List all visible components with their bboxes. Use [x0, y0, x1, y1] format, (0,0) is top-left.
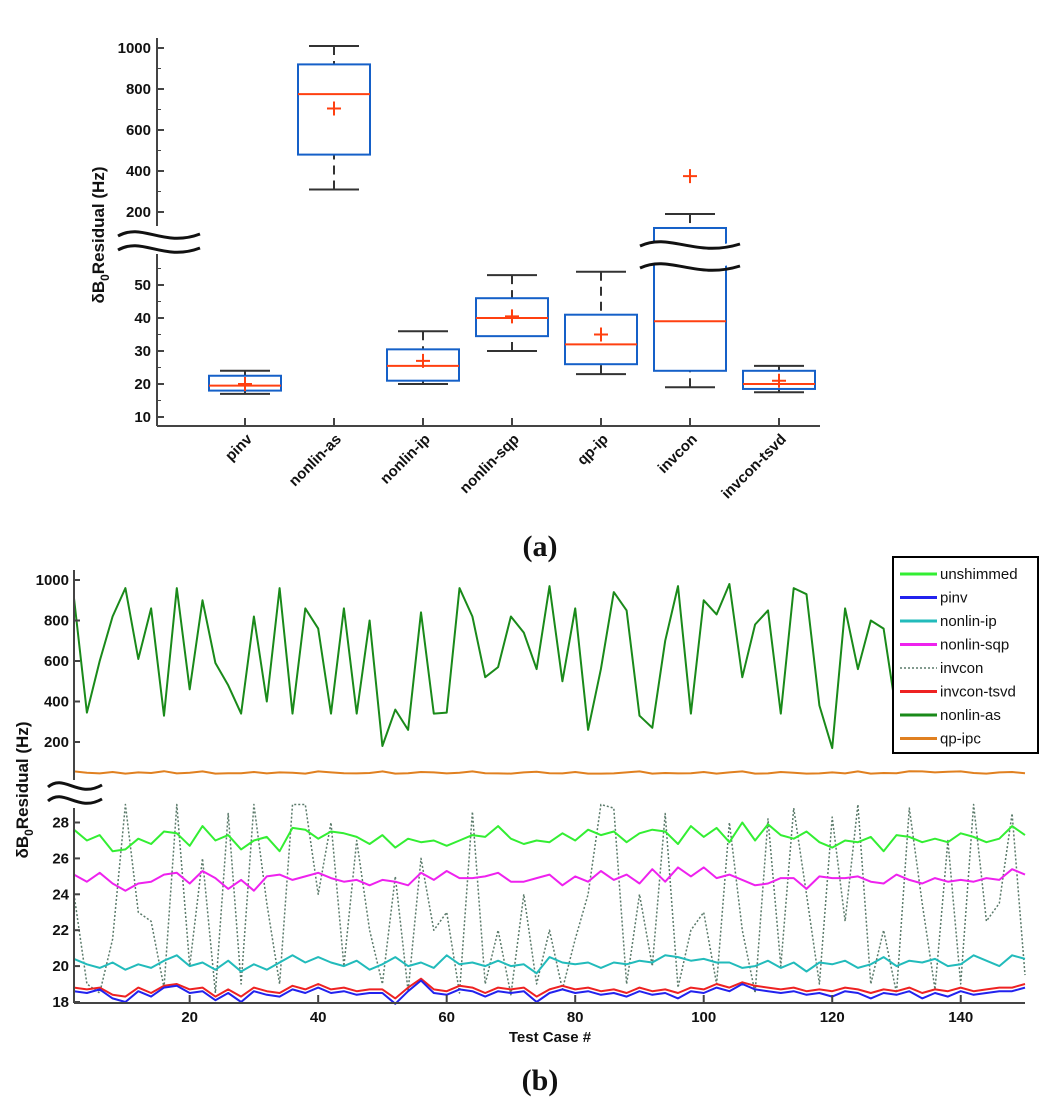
- series-line-unshimmed: [73, 821, 1026, 853]
- x-tick-label: 20: [181, 1009, 198, 1026]
- box-invcon: [639, 169, 741, 389]
- axis-break-symbol: [117, 244, 201, 254]
- axis-break-symbol: [117, 230, 201, 240]
- legend-label: qp-ipc: [940, 731, 981, 748]
- y-tick-label: 18: [52, 994, 69, 1011]
- x-tick-label: invcon-tsvd: [718, 431, 790, 503]
- y-tick-label: 40: [134, 310, 151, 327]
- x-tick-label: 100: [691, 1009, 716, 1026]
- legend-item-qp-ipc: qp-ipc: [900, 731, 981, 748]
- box-invcon-tsvd: [742, 364, 816, 394]
- mean-marker: [416, 353, 430, 368]
- x-tick-label: nonlin-ip: [377, 431, 434, 488]
- panel-b-label: (b): [522, 1064, 559, 1097]
- box-nonlin-sqp: [475, 274, 549, 352]
- panel-a-label: (a): [523, 530, 558, 563]
- x-tick-label: invcon: [655, 431, 701, 477]
- mean-marker: [683, 169, 697, 184]
- y-label-suffix: Residual (Hz): [89, 167, 108, 275]
- y-axis-label: δB0Residual (Hz): [13, 722, 36, 859]
- axis-break-symbol: [47, 795, 103, 805]
- y-tick-label: 600: [126, 122, 151, 139]
- legend-box: [892, 556, 1039, 754]
- y-tick-label: 30: [134, 343, 151, 360]
- x-tick-label: 140: [948, 1009, 973, 1026]
- x-tick-label: 120: [820, 1009, 845, 1026]
- series-line-nonlin-sqp: [73, 866, 1026, 892]
- series-line-invcon: [73, 803, 1026, 996]
- legend-label: pinv: [940, 590, 968, 607]
- legend-label: unshimmed: [940, 566, 1018, 583]
- mean-marker: [505, 309, 519, 324]
- y-tick-label: 1000: [118, 40, 151, 57]
- x-tick-label: pinv: [222, 430, 256, 464]
- y-tick-label: 600: [44, 653, 69, 670]
- series-line-nonlin-as: [73, 583, 1026, 750]
- legend-label: nonlin-sqp: [940, 637, 1009, 654]
- legend-item-nonlin-ip: nonlin-ip: [900, 613, 997, 630]
- legend: unshimmed pinv nonlin-ip nonlin-sqp invcon in…: [892, 556, 1039, 754]
- axis-break-symbol: [47, 781, 103, 791]
- line-plot-panel-b: 200 400 600 800 1000 18 20 22 24 26 28 20 40 60 80 100 1…: [13, 556, 1039, 1046]
- x-tick-label: qp-ip: [574, 431, 612, 469]
- y-tick-label: 20: [52, 958, 69, 975]
- mean-marker: [238, 377, 252, 391]
- y-tick-label: 50: [134, 277, 151, 294]
- x-tick-label: 60: [438, 1009, 455, 1026]
- x-tick-label: nonlin-as: [286, 431, 345, 490]
- y-tick-label: 28: [52, 815, 69, 832]
- y-label-suffix: Residual (Hz): [13, 722, 32, 830]
- legend-label: invcon: [940, 660, 983, 677]
- mean-marker: [772, 373, 786, 388]
- legend-item-nonlin-sqp: nonlin-sqp: [900, 637, 1009, 654]
- y-label-prefix: δB: [89, 281, 108, 304]
- y-label-prefix: δB: [13, 836, 32, 859]
- legend-item-unshimmed: unshimmed: [900, 566, 1018, 583]
- y-label-sub: 0: [22, 829, 36, 836]
- y-tick-label: 400: [126, 163, 151, 180]
- y-tick-label: 22: [52, 922, 69, 939]
- y-tick-label: 24: [52, 886, 69, 903]
- series-line-pinv: [73, 979, 1026, 1005]
- y-tick-label: 800: [126, 81, 151, 98]
- legend-item-invcon: invcon: [900, 660, 983, 677]
- y-tick-label: 1000: [36, 572, 69, 589]
- legend-label: nonlin-as: [940, 707, 1001, 724]
- y-tick-label: 400: [44, 694, 69, 711]
- series-line-qp-ipc: [73, 770, 1026, 775]
- box-qp-ip: [564, 270, 638, 376]
- legend-label: nonlin-ip: [940, 613, 997, 630]
- y-tick-label: 10: [134, 409, 151, 426]
- y-label-sub: 0: [98, 274, 112, 281]
- box-pinv: [208, 369, 282, 395]
- legend-item-nonlin-as: nonlin-as: [900, 707, 1001, 724]
- y-axis-label: δB0Residual (Hz): [89, 167, 112, 304]
- x-axis-label: Test Case #: [509, 1029, 592, 1046]
- mean-marker: [594, 327, 608, 342]
- box-nonlin-ip: [386, 330, 460, 385]
- box-nonlin-as: [297, 44, 371, 191]
- series-line-invcon-tsvd: [73, 977, 1026, 1000]
- mean-marker: [327, 101, 341, 116]
- y-tick-label: 26: [52, 850, 69, 867]
- box-break-symbol: [639, 240, 741, 250]
- x-tick-label: 80: [567, 1009, 584, 1026]
- legend-item-invcon-tsvd: invcon-tsvd: [900, 684, 1016, 701]
- x-tick-label: 40: [310, 1009, 327, 1026]
- legend-label: invcon-tsvd: [940, 684, 1016, 701]
- y-tick-label: 800: [44, 613, 69, 630]
- legend-item-pinv: pinv: [900, 590, 968, 607]
- x-tick-label: nonlin-sqp: [457, 431, 523, 497]
- y-tick-label: 200: [44, 734, 69, 751]
- y-tick-label: 200: [126, 204, 151, 221]
- series-line-nonlin-ip: [73, 954, 1026, 975]
- y-tick-label: 20: [134, 376, 151, 393]
- box-break-symbol: [639, 262, 741, 272]
- plot-area: [74, 570, 1025, 1003]
- box-plot-panel-a: 200 400 600 800 1000 10 20 30 40 50 δB0Residual (H…: [89, 38, 820, 502]
